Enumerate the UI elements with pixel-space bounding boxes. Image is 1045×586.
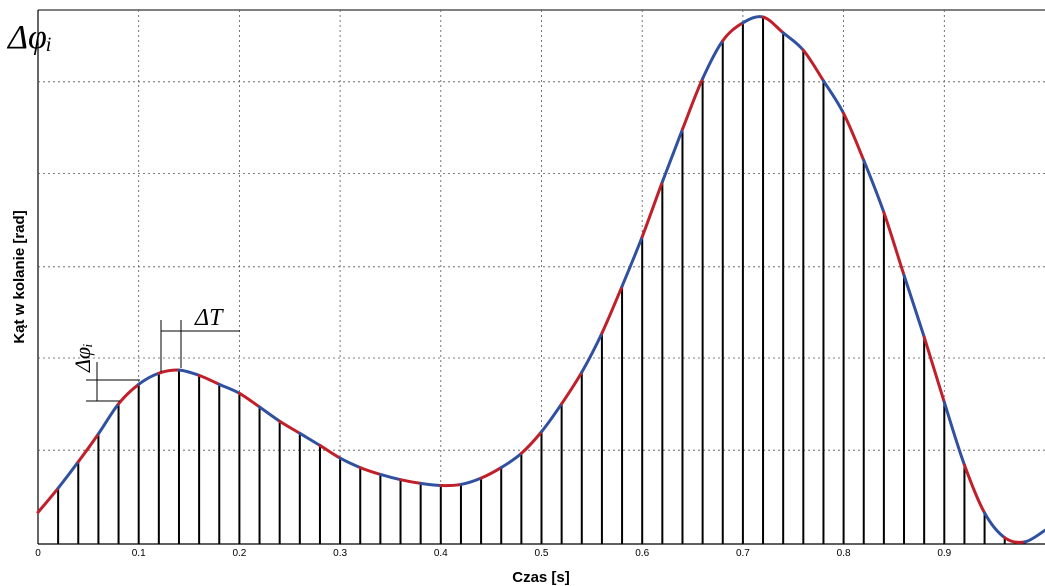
series-segment-40	[842, 111, 866, 162]
series-segment-37	[781, 31, 805, 52]
series-segment-49	[1023, 528, 1045, 544]
series-segment-31	[660, 127, 684, 184]
delta-t-marker: ΔT	[160, 305, 240, 372]
series-segment-18	[399, 478, 423, 485]
series-segment-35	[741, 15, 765, 25]
series-segment-33	[701, 39, 725, 81]
x-tick-label-4: 0.4	[434, 548, 448, 559]
annotation-delta-phi-corner: Δφᵢ	[6, 19, 52, 56]
sample-lines	[57, 17, 1026, 544]
series-segment-39	[821, 79, 846, 115]
series-segment-29	[620, 235, 644, 288]
series-segment-4	[117, 382, 141, 406]
x-tick-label-2: 0.2	[232, 548, 246, 559]
series-segment-8	[197, 373, 221, 386]
delta-phi-marker: Δφᵢ	[70, 343, 140, 402]
x-axis-label: Czas [s]	[512, 569, 570, 586]
x-tick-label-0: 0	[35, 548, 41, 559]
series-segment-1	[56, 460, 80, 490]
series-segment-24	[519, 430, 543, 455]
annotation-delta-phi-rotated: Δφᵢ	[70, 343, 95, 373]
series-segment-14	[318, 443, 342, 460]
series-segment-15	[338, 456, 362, 470]
x-tick-label-7: 0.7	[736, 548, 750, 559]
x-tick-label-5: 0.5	[535, 548, 549, 559]
series-segment-28	[600, 284, 624, 335]
series-segment-36	[761, 15, 785, 35]
series-segment-10	[237, 391, 262, 409]
y-axis-label: Kąt w kolanie [rad]	[11, 210, 28, 343]
series-segment-42	[882, 211, 906, 277]
x-tick-label-3: 0.3	[333, 548, 347, 559]
series-segment-26	[560, 370, 584, 406]
series-segment-44	[922, 335, 946, 404]
annotation-delta-t: ΔT	[194, 305, 224, 331]
x-tick-label-1: 0.1	[132, 548, 146, 559]
x-tick-label-6: 0.6	[635, 548, 649, 559]
series-segment-34	[721, 21, 745, 43]
series-segment-27	[580, 331, 604, 374]
x-tick-labels: 0 0.1 0.2 0.3 0.4 0.5 0.6 0.7 0.8 0.9	[35, 548, 951, 559]
series-segment-47	[983, 511, 1007, 540]
series-segment-25	[540, 402, 564, 434]
series-segment-21	[459, 476, 483, 486]
series-segment-48	[1003, 536, 1027, 544]
series-segment-23	[499, 451, 523, 470]
series-segment-7	[177, 368, 201, 377]
series-segment-5	[137, 371, 161, 386]
series-segment-30	[640, 180, 664, 239]
series-segment-2	[76, 432, 100, 464]
series-segment-45	[942, 400, 966, 467]
series-segment-38	[801, 48, 825, 83]
series-segment-20	[439, 482, 463, 488]
x-tick-label-9: 0.9	[937, 548, 951, 559]
series-segment-46	[962, 463, 987, 515]
series-segment-32	[680, 77, 705, 131]
series-segment-17	[378, 472, 403, 482]
series-segment-41	[862, 158, 886, 215]
x-tick-label-8: 0.8	[837, 548, 851, 559]
series-segment-6	[157, 368, 181, 375]
series-segment-3	[96, 402, 121, 436]
series-segment-11	[258, 405, 282, 423]
series-segment-19	[419, 481, 443, 488]
series-line	[36, 15, 1045, 544]
series-segment-0	[36, 486, 60, 514]
series-segment-9	[217, 382, 241, 395]
series-segment-22	[479, 466, 503, 480]
series-segment-43	[902, 273, 926, 339]
series-segment-12	[278, 419, 302, 435]
series-segment-13	[298, 431, 322, 447]
series-segment-16	[358, 466, 382, 476]
